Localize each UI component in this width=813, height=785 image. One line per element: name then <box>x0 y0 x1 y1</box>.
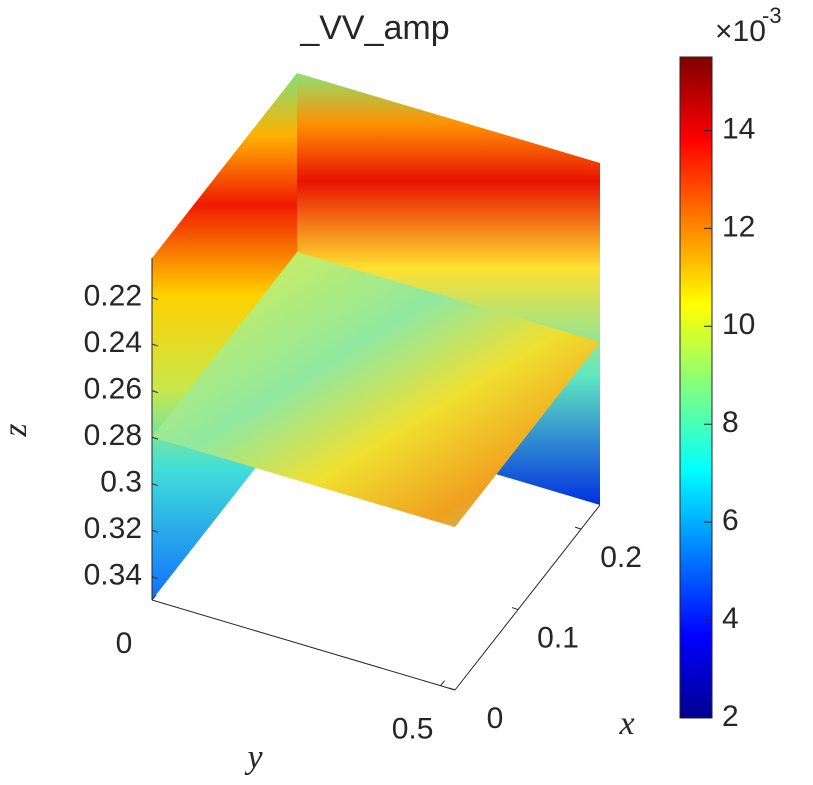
axes <box>151 258 601 691</box>
z-tick-label: 0.22 <box>84 279 142 312</box>
colorbar-tick-label: 12 <box>722 210 755 243</box>
colorbar <box>679 56 713 719</box>
x-tick-label: 0.1 <box>537 621 579 654</box>
z-tick <box>151 436 159 440</box>
y-axis-line <box>151 599 456 691</box>
chart-title: _VV_amp <box>299 9 449 47</box>
y-tick-label: 0 <box>116 627 133 660</box>
z-tick <box>151 576 159 580</box>
y-tick-label: 0.5 <box>392 713 434 746</box>
z-tick <box>151 343 159 347</box>
x-tick <box>511 607 519 611</box>
horizontal-slice <box>152 252 600 528</box>
z-tick <box>151 483 159 487</box>
y-tick <box>440 680 445 687</box>
colorbar-exponent-base: ×10 <box>715 15 766 48</box>
x-axis-line <box>454 504 601 691</box>
z-tick-label: 0.26 <box>84 373 142 406</box>
slices <box>152 73 600 600</box>
colorbar-tick-label: 10 <box>722 308 755 341</box>
x-tick <box>574 526 582 530</box>
x-axis-label: x <box>618 705 634 742</box>
z-axis-label: z <box>0 423 34 437</box>
z-tick <box>151 390 159 394</box>
z-tick <box>151 297 159 301</box>
colorbar-tick-label: 6 <box>722 504 739 537</box>
colorbar-tick-label: 2 <box>722 700 739 733</box>
z-tick-label: 0.28 <box>84 419 142 452</box>
colorbar-tick-label: 4 <box>722 602 739 635</box>
z-tick-label: 0.34 <box>84 559 142 592</box>
x-tick-label: 0 <box>487 702 504 735</box>
y-axis-label: y <box>244 739 263 776</box>
side-slice <box>152 73 297 600</box>
colorbar-exponent-power: -3 <box>762 3 782 28</box>
z-tick-label: 0.24 <box>84 326 142 359</box>
x-tick-label: 0.2 <box>600 541 642 574</box>
colorbar-tick-label: 8 <box>722 406 739 439</box>
x-tick <box>448 687 456 691</box>
z-tick-label: 0.3 <box>100 466 142 499</box>
z-tick <box>151 529 159 533</box>
y-tick <box>151 594 157 601</box>
colorbar-tick-label: 14 <box>722 112 755 145</box>
z-tick-label: 0.32 <box>84 512 142 545</box>
